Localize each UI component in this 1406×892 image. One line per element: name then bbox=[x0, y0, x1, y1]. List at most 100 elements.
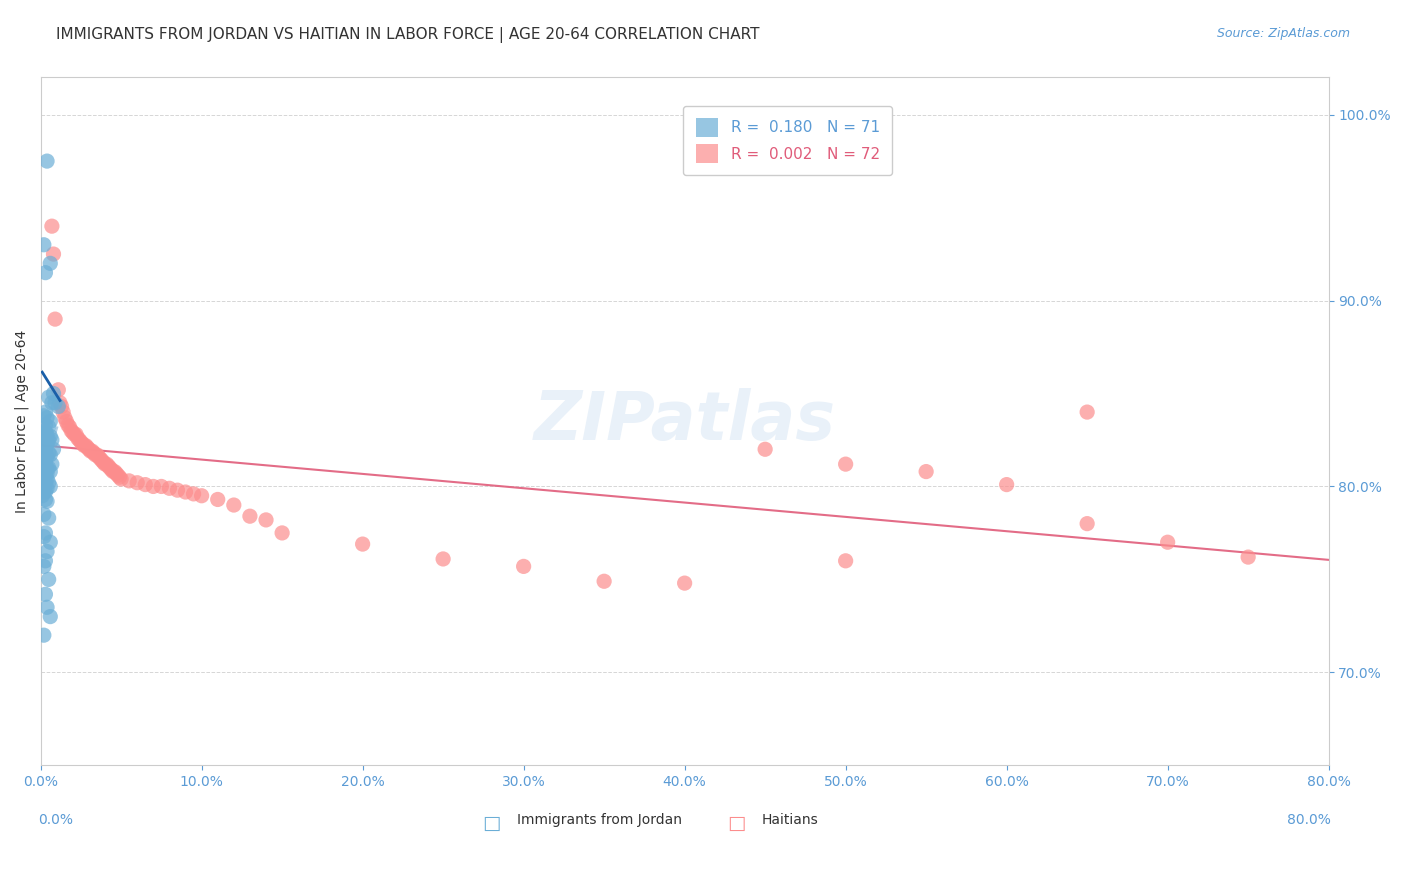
Haitians bbox=[76, 441, 98, 455]
Immigrants from Jordan bbox=[35, 436, 58, 450]
Immigrants from Jordan bbox=[32, 628, 55, 642]
Y-axis label: In Labor Force | Age 20-64: In Labor Force | Age 20-64 bbox=[15, 330, 30, 513]
Haitians bbox=[49, 396, 72, 410]
Haitians bbox=[101, 465, 124, 479]
Haitians bbox=[1156, 535, 1178, 549]
Immigrants from Jordan bbox=[35, 600, 58, 615]
Immigrants from Jordan bbox=[34, 485, 56, 500]
Haitians bbox=[67, 433, 90, 447]
Text: Source: ZipAtlas.com: Source: ZipAtlas.com bbox=[1216, 27, 1350, 40]
Immigrants from Jordan bbox=[32, 438, 55, 452]
Immigrants from Jordan bbox=[42, 386, 65, 401]
Immigrants from Jordan bbox=[38, 420, 60, 434]
Immigrants from Jordan bbox=[34, 436, 56, 450]
Legend: R =  0.180   N = 71, R =  0.002   N = 72: R = 0.180 N = 71, R = 0.002 N = 72 bbox=[683, 106, 891, 175]
Haitians bbox=[66, 431, 89, 445]
Immigrants from Jordan bbox=[31, 470, 53, 484]
Immigrants from Jordan bbox=[34, 405, 56, 419]
Immigrants from Jordan bbox=[39, 256, 62, 270]
Immigrants from Jordan bbox=[34, 467, 56, 481]
Haitians bbox=[352, 537, 374, 551]
Haitians bbox=[239, 509, 262, 524]
Haitians bbox=[84, 448, 107, 462]
Haitians bbox=[183, 487, 205, 501]
Haitians bbox=[127, 475, 149, 490]
Immigrants from Jordan bbox=[32, 424, 55, 438]
Haitians bbox=[834, 554, 856, 568]
Immigrants from Jordan bbox=[31, 429, 53, 443]
Immigrants from Jordan bbox=[38, 475, 60, 490]
Immigrants from Jordan bbox=[39, 429, 62, 443]
Haitians bbox=[271, 525, 294, 540]
Immigrants from Jordan bbox=[39, 414, 62, 428]
Haitians bbox=[142, 479, 165, 493]
Haitians bbox=[673, 576, 696, 591]
Immigrants from Jordan bbox=[38, 390, 60, 404]
Immigrants from Jordan bbox=[34, 554, 56, 568]
Haitians bbox=[174, 485, 197, 500]
Immigrants from Jordan bbox=[38, 446, 60, 460]
Immigrants from Jordan bbox=[32, 237, 55, 252]
Haitians bbox=[98, 461, 121, 475]
Haitians bbox=[110, 472, 132, 486]
Immigrants from Jordan bbox=[38, 573, 60, 587]
Haitians bbox=[105, 467, 128, 481]
Text: □: □ bbox=[482, 814, 501, 832]
Immigrants from Jordan bbox=[35, 410, 58, 425]
Haitians bbox=[90, 453, 112, 467]
Immigrants from Jordan bbox=[39, 479, 62, 493]
Haitians bbox=[108, 470, 131, 484]
Immigrants from Jordan bbox=[34, 266, 56, 280]
Text: ZIPatlas: ZIPatlas bbox=[534, 388, 835, 454]
Haitians bbox=[72, 436, 94, 450]
Haitians bbox=[63, 427, 86, 442]
Immigrants from Jordan bbox=[34, 446, 56, 460]
Immigrants from Jordan bbox=[39, 448, 62, 462]
Immigrants from Jordan bbox=[38, 433, 60, 447]
Immigrants from Jordan bbox=[39, 465, 62, 479]
Immigrants from Jordan bbox=[34, 425, 56, 440]
Haitians bbox=[42, 247, 65, 261]
Haitians bbox=[87, 450, 110, 464]
Haitians bbox=[58, 420, 80, 434]
Haitians bbox=[55, 414, 77, 428]
Immigrants from Jordan bbox=[31, 441, 53, 455]
Haitians bbox=[1076, 405, 1098, 419]
Immigrants from Jordan bbox=[34, 455, 56, 469]
Haitians bbox=[222, 498, 245, 512]
Immigrants from Jordan bbox=[34, 465, 56, 479]
Immigrants from Jordan bbox=[34, 525, 56, 540]
Haitians bbox=[915, 465, 938, 479]
Immigrants from Jordan bbox=[31, 453, 53, 467]
Haitians bbox=[100, 463, 122, 477]
Haitians bbox=[46, 383, 69, 397]
Haitians bbox=[51, 400, 73, 414]
Haitians bbox=[118, 474, 141, 488]
Haitians bbox=[82, 444, 104, 458]
Text: Haitians: Haitians bbox=[762, 814, 818, 828]
Haitians bbox=[207, 492, 229, 507]
Haitians bbox=[41, 219, 63, 234]
Haitians bbox=[254, 513, 277, 527]
Immigrants from Jordan bbox=[32, 559, 55, 574]
Haitians bbox=[70, 434, 93, 449]
Immigrants from Jordan bbox=[32, 431, 55, 445]
Haitians bbox=[104, 465, 127, 479]
Immigrants from Jordan bbox=[35, 481, 58, 495]
Haitians bbox=[77, 442, 100, 457]
Immigrants from Jordan bbox=[35, 461, 58, 475]
Haitians bbox=[75, 438, 97, 452]
Immigrants from Jordan bbox=[42, 442, 65, 457]
Immigrants from Jordan bbox=[34, 475, 56, 490]
Haitians bbox=[52, 405, 75, 419]
Immigrants from Jordan bbox=[41, 396, 63, 410]
Immigrants from Jordan bbox=[32, 485, 55, 500]
Immigrants from Jordan bbox=[46, 400, 69, 414]
Immigrants from Jordan bbox=[44, 396, 66, 410]
Immigrants from Jordan bbox=[32, 530, 55, 544]
Haitians bbox=[166, 483, 188, 498]
Haitians bbox=[79, 444, 101, 458]
Haitians bbox=[65, 427, 87, 442]
Immigrants from Jordan bbox=[35, 544, 58, 558]
Haitians bbox=[56, 418, 79, 433]
